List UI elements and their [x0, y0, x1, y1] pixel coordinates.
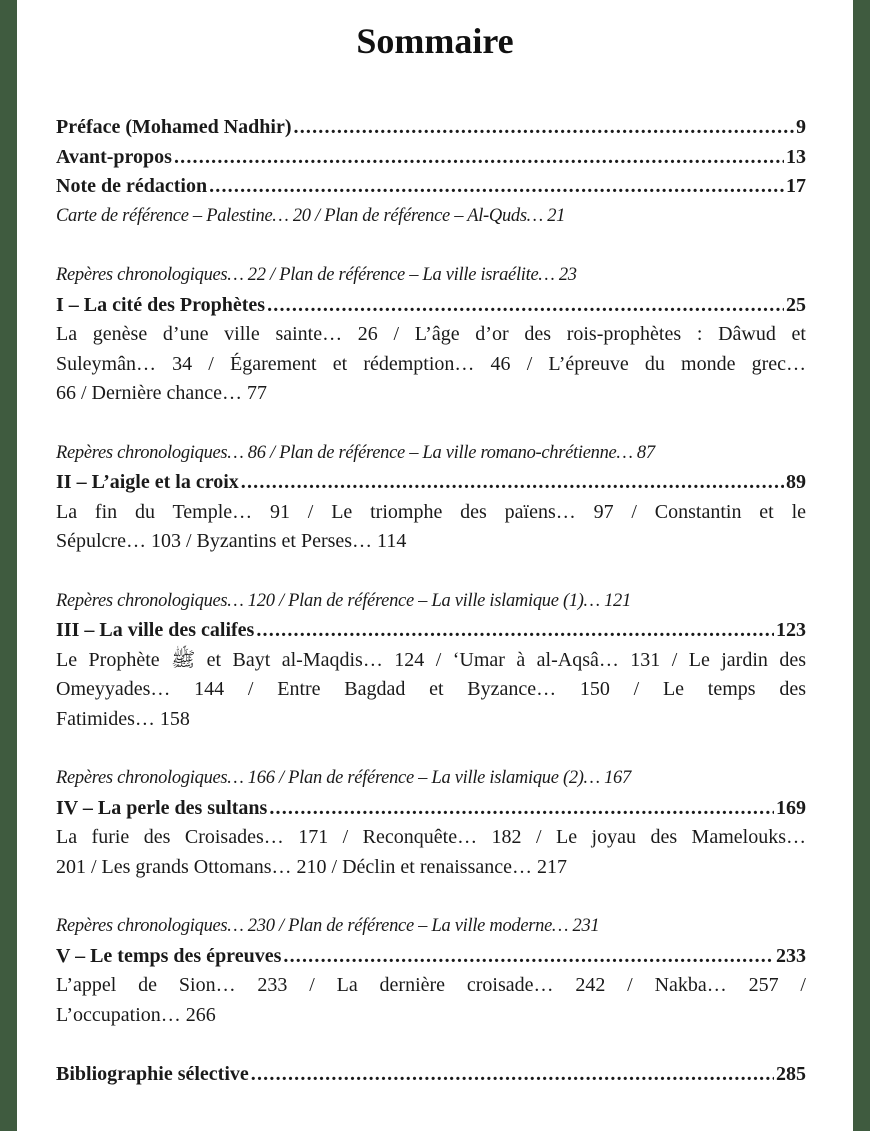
dot-leader: [209, 172, 784, 202]
chapter-entry[interactable]: III – La ville des califes 123: [56, 616, 806, 646]
entry-page: 13: [786, 145, 806, 168]
dot-leader: [283, 942, 774, 972]
section-line: L’occupation… 266: [56, 1003, 216, 1026]
bibliography-entry[interactable]: Bibliographie sélective 285: [56, 1060, 806, 1090]
entry-label: IV – La perle des sultans: [56, 796, 268, 819]
chapter-note: Repères chronologiques… 86 / Plan de réf…: [56, 442, 655, 463]
toc-entry[interactable]: Préface (Mohamed Nadhir) 9: [56, 113, 806, 143]
dot-leader: [251, 1060, 774, 1090]
dot-leader: [267, 291, 784, 321]
chapter-sections: L’appel de Sion… 233 / La dernière crois…: [56, 971, 806, 1030]
entry-label: II – L’aigle et la croix: [56, 471, 239, 494]
dot-leader: [174, 143, 784, 173]
entry-page: 233: [776, 944, 806, 967]
entry-label: Note de rédaction: [56, 175, 208, 198]
chapter-note: Repères chronologiques… 230 / Plan de ré…: [56, 916, 600, 937]
spacer: [56, 1030, 806, 1060]
entry-label: III – La ville des califes: [56, 619, 255, 642]
section-line: Sépulcre… 103 / Byzantins et Perses… 114: [56, 530, 407, 553]
chapter-note: Repères chronologiques… 22 / Plan de réf…: [56, 264, 577, 285]
document-page: Sommaire Préface (Mohamed Nadhir) 9 Avant-…: [17, 0, 853, 1131]
entry-label: Avant-propos: [56, 145, 172, 168]
page-title: Sommaire: [356, 21, 514, 61]
chapter-sections: La fin du Temple… 91 / Le triomphe des p…: [56, 498, 806, 557]
table-of-contents: Préface (Mohamed Nadhir) 9 Avant-propos 13…: [56, 113, 806, 1090]
toc-entry[interactable]: Avant-propos 13: [56, 143, 806, 173]
section-line: La genèse d’une ville sainte… 26 / L’âge…: [56, 323, 806, 346]
entry-page: 123: [776, 619, 806, 642]
section-line: L’appel de Sion… 233 / La dernière crois…: [56, 974, 806, 997]
section-line: La furie des Croisades… 171 / Reconquête…: [56, 826, 806, 849]
chapter-entry[interactable]: I – La cité des Prophètes 25: [56, 291, 806, 321]
entry-label: Préface (Mohamed Nadhir): [56, 116, 292, 138]
chapter-entry[interactable]: II – L’aigle et la croix 89: [56, 468, 806, 498]
entry-page: 25: [786, 293, 806, 316]
section-line: Omeyyades… 144 / Entre Bagdad et Byzance…: [56, 678, 806, 701]
section-line: Suleymân… 34 / Égarement et rédemption… …: [56, 352, 806, 375]
chapter-note: Repères chronologiques… 166 / Plan de ré…: [56, 768, 631, 789]
dot-leader: [269, 794, 774, 824]
chapter-sections: La genèse d’une ville sainte… 26 / L’âge…: [56, 320, 806, 409]
dot-leader: [294, 113, 795, 143]
entry-page: 89: [786, 471, 806, 494]
chapter-entry[interactable]: IV – La perle des sultans 169: [56, 794, 806, 824]
entry-page: 9: [796, 116, 806, 138]
entry-page: 169: [776, 796, 806, 819]
dot-leader: [241, 468, 784, 498]
front-note: Carte de référence – Palestine… 20 / Pla…: [56, 205, 566, 226]
entry-label: Bibliographie sélective: [56, 1063, 249, 1085]
section-line: 201 / Les grands Ottomans… 210 / Déclin …: [56, 855, 567, 878]
section-line: Fatimides… 158: [56, 707, 190, 730]
entry-label: V – Le temps des épreuves: [56, 944, 282, 967]
spacer: [56, 557, 806, 587]
spacer: [56, 734, 806, 764]
dot-leader: [256, 616, 774, 646]
spacer: [56, 231, 806, 261]
section-line: 66 / Dernière chance… 77: [56, 382, 268, 405]
chapter-note: Repères chronologiques… 120 / Plan de ré…: [56, 590, 631, 611]
toc-entry[interactable]: Note de rédaction 17: [56, 172, 806, 202]
entry-page: 285: [776, 1063, 806, 1085]
spacer: [56, 882, 806, 912]
entry-label: I – La cité des Prophètes: [56, 293, 266, 316]
section-line: Le Prophète ﷺ et Bayt al-Maqdis… 124 / ‘…: [56, 648, 806, 671]
spacer: [56, 409, 806, 439]
chapter-sections: Le Prophète ﷺ et Bayt al-Maqdis… 124 / ‘…: [56, 646, 806, 735]
section-line: La fin du Temple… 91 / Le triomphe des p…: [56, 500, 806, 523]
chapter-sections: La furie des Croisades… 171 / Reconquête…: [56, 823, 806, 882]
entry-page: 17: [786, 175, 806, 198]
chapter-entry[interactable]: V – Le temps des épreuves 233: [56, 942, 806, 972]
